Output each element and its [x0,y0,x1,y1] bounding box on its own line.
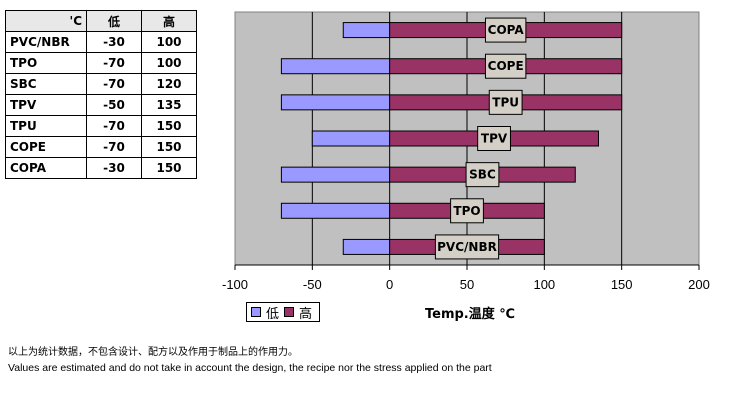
bar-low [280,58,391,75]
table-row: TPU -70 150 [5,115,197,137]
table-row: SBC -70 120 [5,73,197,95]
bar-low [342,22,391,39]
material-cell: TPU [5,115,87,137]
category-label: COPE [488,59,524,73]
category-label: COPA [488,23,525,37]
category-label-box [477,126,511,151]
x-tick-label: 0 [386,277,393,292]
category-label: PVC/NBR [437,240,497,254]
x-tick-label: 150 [611,277,633,292]
high-cell: 150 [141,157,197,179]
bar-low [280,94,391,111]
category-label-box [488,89,523,115]
table-row: TPV -50 135 [5,94,197,116]
x-tick-label: 50 [460,277,474,292]
footnote-chinese: 以上为统计数据，不包含设计、配方以及作用于制品上的作用力。 [8,347,298,358]
table-row: COPA -30 150 [5,157,197,179]
low-cell: -70 [86,115,142,137]
bar-low [342,238,391,255]
chart-legend: 低 高 [246,302,320,322]
high-cell: 100 [141,31,197,53]
low-header: 低 [86,10,142,32]
category-label-box [434,234,500,260]
x-tick-label: 100 [533,277,555,292]
high-header: 高 [141,10,197,32]
material-cell: PVC/NBR [5,31,87,53]
category-label-box [484,17,527,43]
x-axis-title: Temp.温度 ℃ [425,307,516,322]
category-label: SBC [469,168,496,182]
low-cell: -50 [86,94,142,116]
legend-low-label: 低 [266,306,280,322]
low-cell: -70 [86,136,142,158]
high-cell: 120 [141,73,197,95]
category-label: TPU [492,95,519,109]
category-label: TPV [481,132,508,146]
high-cell: 150 [141,115,197,137]
category-label-box [465,162,500,188]
x-tick-label: -100 [222,277,248,292]
bar-low [280,202,391,219]
category-label: TPO [453,204,480,218]
low-cell: -70 [86,52,142,74]
x-tick-label: -50 [303,277,322,292]
unit-header: 'C [5,10,87,32]
legend-high-swatch [284,307,295,317]
temperature-table: 'C 低 高 PVC/NBR -30 100 TPO -70 100 SBC -… [5,10,197,179]
bar-low [280,166,391,183]
category-label-box [484,53,527,79]
legend-low-swatch [251,307,261,317]
footnote-english: Values are estimated and do not take in … [8,362,492,374]
category-label-box [450,198,484,224]
material-cell: COPA [5,157,87,179]
legend-high-label: 高 [299,306,313,322]
x-tick-label: 200 [688,277,710,292]
low-cell: -30 [86,157,142,179]
table-row: COPE -70 150 [5,136,197,158]
bar-low [311,130,391,147]
table-header-row: 'C 低 高 [5,10,197,32]
table-row: TPO -70 100 [5,52,197,74]
